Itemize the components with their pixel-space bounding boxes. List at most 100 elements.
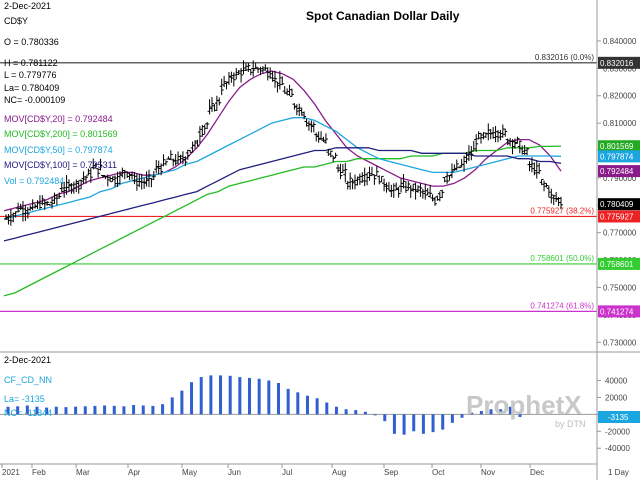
- legend-symbol: CD$Y: [4, 16, 28, 26]
- cot-bar: [151, 405, 155, 415]
- cot-bar: [132, 405, 136, 415]
- x-tick-label: Aug: [332, 468, 346, 477]
- cot-bar: [25, 405, 29, 415]
- chart-title: Spot Canadian Dollar Daily: [306, 9, 460, 23]
- fib-axis-badge: [598, 305, 640, 318]
- value-badge: [598, 150, 640, 163]
- cot-bar: [112, 405, 116, 415]
- watermark-sub: by DTN: [555, 419, 586, 429]
- lower-legend-net-change: NC= -11844: [4, 408, 52, 418]
- cot-bar: [276, 383, 280, 415]
- legend-ma100: MOV[CD$Y,100] = 0.795311: [4, 160, 117, 170]
- upper-legend: 2-Dec-2021 CD$Y O = 0.780336 H = 0.78112…: [4, 1, 118, 186]
- cot-bar: [499, 409, 503, 415]
- value-badge-text: 0.792484: [600, 167, 634, 176]
- legend-last: La= 0.780409: [4, 83, 59, 93]
- cot-bar: [431, 414, 435, 433]
- cot-bar: [315, 398, 319, 415]
- cot-bar: [141, 405, 145, 415]
- fib-axis-badge: [598, 56, 640, 69]
- cot-bar: [450, 414, 454, 423]
- lower-y-tick-label: 20000: [605, 393, 628, 402]
- y-tick-label: 0.830000: [603, 64, 637, 73]
- lower-legend-date: 2-Dec-2021: [4, 355, 51, 365]
- cot-bar: [344, 409, 348, 415]
- ma-line-movcdy50: [3, 117, 562, 220]
- legend-net-change: NC= -0.000109: [4, 95, 65, 105]
- cot-bar: [45, 407, 49, 415]
- cot-bar: [93, 405, 97, 415]
- cot-bar: [470, 412, 474, 415]
- x-tick-label: Jul: [282, 468, 292, 477]
- cot-bar: [421, 414, 425, 434]
- cot-bar: [334, 406, 338, 415]
- cot-bar: [354, 410, 358, 415]
- watermark-logo: ProphetX: [466, 390, 582, 420]
- x-tick-label: Sep: [384, 468, 399, 477]
- legend-date: 2-Dec-2021: [4, 1, 51, 11]
- x-tick-label: Mar: [76, 468, 90, 477]
- legend-vol: Vol = 0.792484: [4, 176, 64, 186]
- lower-y-tick-label: -40000: [605, 444, 630, 453]
- x-tick-label: Dec: [530, 468, 544, 477]
- cot-bar: [54, 406, 58, 415]
- y-tick-label: 0.810000: [603, 119, 637, 128]
- cot-bar: [383, 414, 387, 422]
- value-badge: [598, 165, 640, 178]
- cot-bar: [363, 411, 367, 415]
- y-tick-label: 0.790000: [603, 174, 637, 183]
- fib-axis-badge-text: 0.832016: [600, 59, 634, 68]
- lower-legend-last: La= -3135: [4, 394, 45, 404]
- fib-label: 0.758601 (50.0%): [530, 254, 594, 263]
- value-badge: [598, 140, 640, 153]
- cot-bar: [190, 382, 194, 415]
- cot-bar: [296, 392, 300, 415]
- y-tick-label: 0.750000: [603, 283, 637, 292]
- cot-bar: [441, 414, 445, 430]
- value-badge-text: 0.797874: [600, 152, 634, 161]
- ma-line-movcdy200: [3, 145, 562, 297]
- lower-panel: 40000200000-20000-40000-3135: [0, 375, 640, 453]
- cot-bar: [170, 397, 174, 415]
- cot-bar: [305, 395, 309, 415]
- cot-bar: [6, 406, 10, 415]
- cot-bar: [286, 388, 290, 415]
- legend-ma20: MOV[CD$Y,20] = 0.792484: [4, 114, 113, 124]
- x-tick-label: Jun: [228, 468, 241, 477]
- moving-average-lines: [3, 70, 562, 297]
- legend-open: O = 0.780336: [4, 37, 59, 47]
- cot-bar: [180, 390, 184, 415]
- cot-bar: [161, 404, 165, 415]
- x-tick-label: Feb: [32, 468, 46, 477]
- legend-high: H = 0.781122: [4, 58, 58, 68]
- value-badge-text: 0.801569: [600, 142, 634, 151]
- lower-legend: 2-Dec-2021 CF_CD_NN La= -3135 NC= -11844…: [4, 355, 586, 429]
- cot-bar: [257, 378, 261, 415]
- cot-bar: [16, 406, 20, 415]
- x-tick-label: 2021: [2, 468, 20, 477]
- fib-axis-badge: [598, 210, 640, 223]
- cot-bar: [402, 414, 406, 435]
- upper-panel-grid: 0.8400000.8300000.8200000.8100000.800000…: [597, 37, 637, 347]
- lower-legend-symbol: CF_CD_NN: [4, 375, 52, 385]
- cot-bar: [74, 406, 78, 415]
- period-label: 1 Day: [608, 468, 629, 477]
- cot-bar: [209, 375, 213, 415]
- cot-bar: [199, 377, 203, 415]
- fib-axis-badge-text: 0.775927: [600, 212, 634, 221]
- x-tick-label: Apr: [128, 468, 141, 477]
- cot-bar: [412, 414, 416, 432]
- legend-ma200: MOV[CD$Y,200] = 0.801569: [4, 129, 118, 139]
- value-badge-text: 0.780409: [600, 200, 634, 209]
- cot-bar: [508, 406, 512, 415]
- cot-bar: [64, 407, 68, 415]
- lower-y-tick-label: -20000: [605, 427, 630, 436]
- legend-low: L = 0.779776: [4, 70, 56, 80]
- price-bars: [4, 60, 563, 226]
- x-tick-label: Nov: [481, 468, 495, 477]
- cot-bar: [248, 377, 252, 415]
- cot-bar: [122, 406, 126, 415]
- cot-bar: [238, 377, 242, 415]
